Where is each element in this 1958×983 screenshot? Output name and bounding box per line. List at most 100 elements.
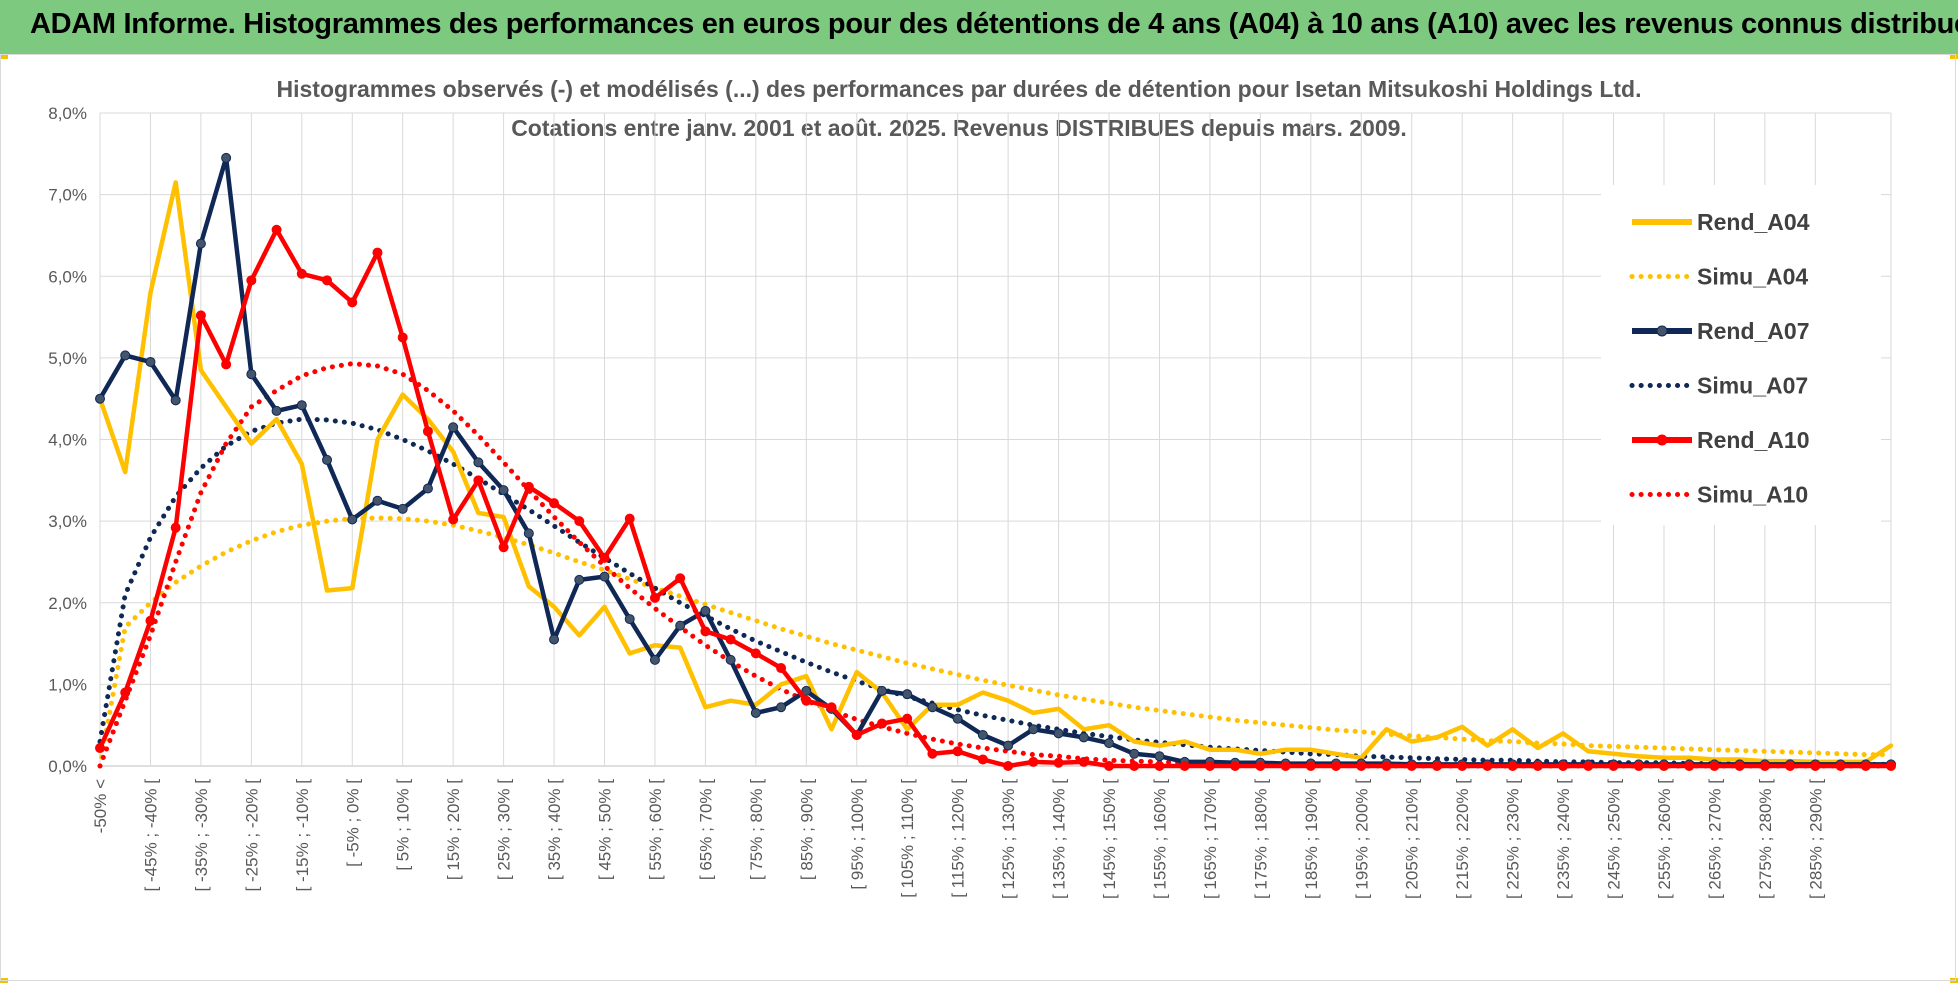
x-tick-label: [ 85% ; 90% [ bbox=[797, 779, 816, 880]
data-point bbox=[700, 605, 711, 616]
legend-marker bbox=[1656, 434, 1668, 446]
data-point bbox=[1482, 761, 1493, 771]
legend-marker bbox=[1656, 325, 1668, 337]
y-tick-label: 8,0% bbox=[48, 104, 87, 123]
data-point bbox=[1886, 761, 1896, 771]
x-tick-label: [ 75% ; 80% [ bbox=[747, 779, 766, 880]
data-point bbox=[195, 238, 206, 249]
legend-label-rend-a10: Rend_A10 bbox=[1697, 427, 1809, 453]
x-tick-label: [ 135% ; 140% [ bbox=[1050, 779, 1069, 899]
x-tick-label: [ 155% ; 160% [ bbox=[1150, 779, 1169, 899]
data-point bbox=[599, 571, 610, 582]
data-point bbox=[801, 695, 812, 706]
legend: Rend_A04 Simu_A04 Rend_A07 Simu_A07 Rend_A10… bbox=[1601, 185, 1881, 525]
data-point bbox=[1331, 761, 1342, 771]
chart-subtitle: Cotations entre janv. 2001 et août. 2025… bbox=[511, 115, 1407, 141]
data-point bbox=[1104, 761, 1115, 771]
data-point bbox=[1835, 761, 1846, 771]
series-simu-a04 bbox=[97, 515, 1894, 769]
data-point bbox=[952, 713, 963, 724]
data-point bbox=[1129, 761, 1140, 771]
data-point bbox=[1734, 761, 1745, 771]
data-point bbox=[1608, 761, 1619, 771]
data-point bbox=[1785, 761, 1796, 771]
data-point bbox=[145, 615, 156, 626]
y-tick-label: 7,0% bbox=[48, 186, 87, 205]
data-point bbox=[1633, 761, 1644, 771]
data-point bbox=[246, 275, 257, 286]
data-point bbox=[347, 297, 358, 308]
data-point bbox=[448, 422, 459, 433]
data-point bbox=[1053, 728, 1064, 739]
y-tick-label: 6,0% bbox=[48, 267, 87, 286]
data-point bbox=[1028, 756, 1039, 767]
legend-label-simu-a10: Simu_A10 bbox=[1697, 482, 1808, 508]
x-tick-label: [ 35% ; 40% [ bbox=[545, 779, 564, 880]
x-tick-label: [ 45% ; 50% [ bbox=[596, 779, 615, 880]
axes: 0,0% 1,0% 2,0% 3,0% 4,0% 5,0% 6,0% 7,0% 8,0% -50%… bbox=[48, 104, 1825, 899]
header-bar: ADAM Informe. Histogrammes des performan… bbox=[0, 0, 1958, 55]
x-tick-label: [ 125% ; 130% [ bbox=[999, 779, 1018, 899]
corner-mark-top-left bbox=[0, 54, 8, 59]
x-tick-label: [ 55% ; 60% [ bbox=[646, 779, 665, 880]
data-point bbox=[1457, 761, 1468, 771]
x-tick-label: [ -5% ; 0% [ bbox=[343, 779, 362, 867]
data-point bbox=[599, 552, 610, 563]
data-point bbox=[574, 516, 585, 527]
x-tick-label: [ 265% ; 270% [ bbox=[1705, 779, 1724, 899]
data-point bbox=[1078, 732, 1089, 743]
chart-area: Histogrammes observés (-) et modélisés (… bbox=[0, 54, 1956, 981]
y-tick-label: 0,0% bbox=[48, 757, 87, 776]
data-point bbox=[675, 620, 686, 631]
x-tick-label: [ 275% ; 280% [ bbox=[1756, 779, 1775, 899]
data-point bbox=[246, 369, 257, 380]
data-point bbox=[1003, 740, 1014, 751]
data-point bbox=[977, 729, 988, 740]
data-point bbox=[95, 393, 105, 404]
data-point bbox=[902, 689, 913, 700]
x-tick-label: [ 15% ; 20% [ bbox=[444, 779, 463, 880]
x-tick-label: [ 165% ; 170% [ bbox=[1201, 779, 1220, 899]
x-tick-label: [ -45% ; -40% [ bbox=[141, 779, 160, 892]
x-tick-label: [ 105% ; 110% [ bbox=[898, 779, 917, 898]
data-point bbox=[549, 634, 560, 645]
data-point bbox=[1255, 761, 1266, 771]
data-point bbox=[1053, 757, 1064, 768]
x-tick-label: [ -35% ; -30% [ bbox=[192, 779, 211, 892]
data-point bbox=[725, 654, 736, 665]
data-point bbox=[221, 359, 232, 370]
legend-label-rend-a04: Rend_A04 bbox=[1697, 209, 1810, 235]
data-point bbox=[700, 626, 711, 637]
series-line-rend-a04 bbox=[97, 180, 1894, 765]
data-point bbox=[1583, 761, 1594, 771]
data-point bbox=[1179, 761, 1190, 771]
data-point bbox=[195, 310, 206, 321]
data-point bbox=[1154, 751, 1165, 762]
data-point bbox=[902, 713, 913, 724]
data-point bbox=[372, 247, 383, 258]
data-point bbox=[397, 503, 408, 514]
data-point bbox=[1684, 761, 1695, 771]
data-point bbox=[1759, 761, 1770, 771]
data-point bbox=[624, 614, 635, 625]
data-point bbox=[145, 356, 156, 367]
data-point bbox=[1230, 761, 1241, 771]
x-tick-label: [ 205% ; 210% [ bbox=[1403, 779, 1422, 899]
legend-label-simu-a04: Simu_A04 bbox=[1697, 264, 1808, 290]
data-point bbox=[498, 485, 509, 496]
y-tick-label: 4,0% bbox=[48, 431, 87, 450]
corner-mark-top-right bbox=[1950, 54, 1958, 59]
gridlines bbox=[99, 112, 1892, 767]
data-point bbox=[1860, 761, 1871, 771]
data-point bbox=[473, 457, 484, 468]
x-tick-label: [ 185% ; 190% [ bbox=[1302, 779, 1321, 899]
data-point bbox=[1280, 761, 1291, 771]
x-tick-label: [ 215% ; 220% [ bbox=[1453, 779, 1472, 899]
data-point bbox=[801, 685, 812, 696]
series-rend-a04 bbox=[97, 180, 1894, 765]
x-tick-label: [ -25% ; -20% [ bbox=[242, 779, 261, 892]
data-point bbox=[776, 663, 787, 674]
y-tick-label: 3,0% bbox=[48, 512, 87, 531]
data-point bbox=[952, 746, 963, 757]
x-tick-label: [ 25% ; 30% [ bbox=[495, 779, 514, 880]
